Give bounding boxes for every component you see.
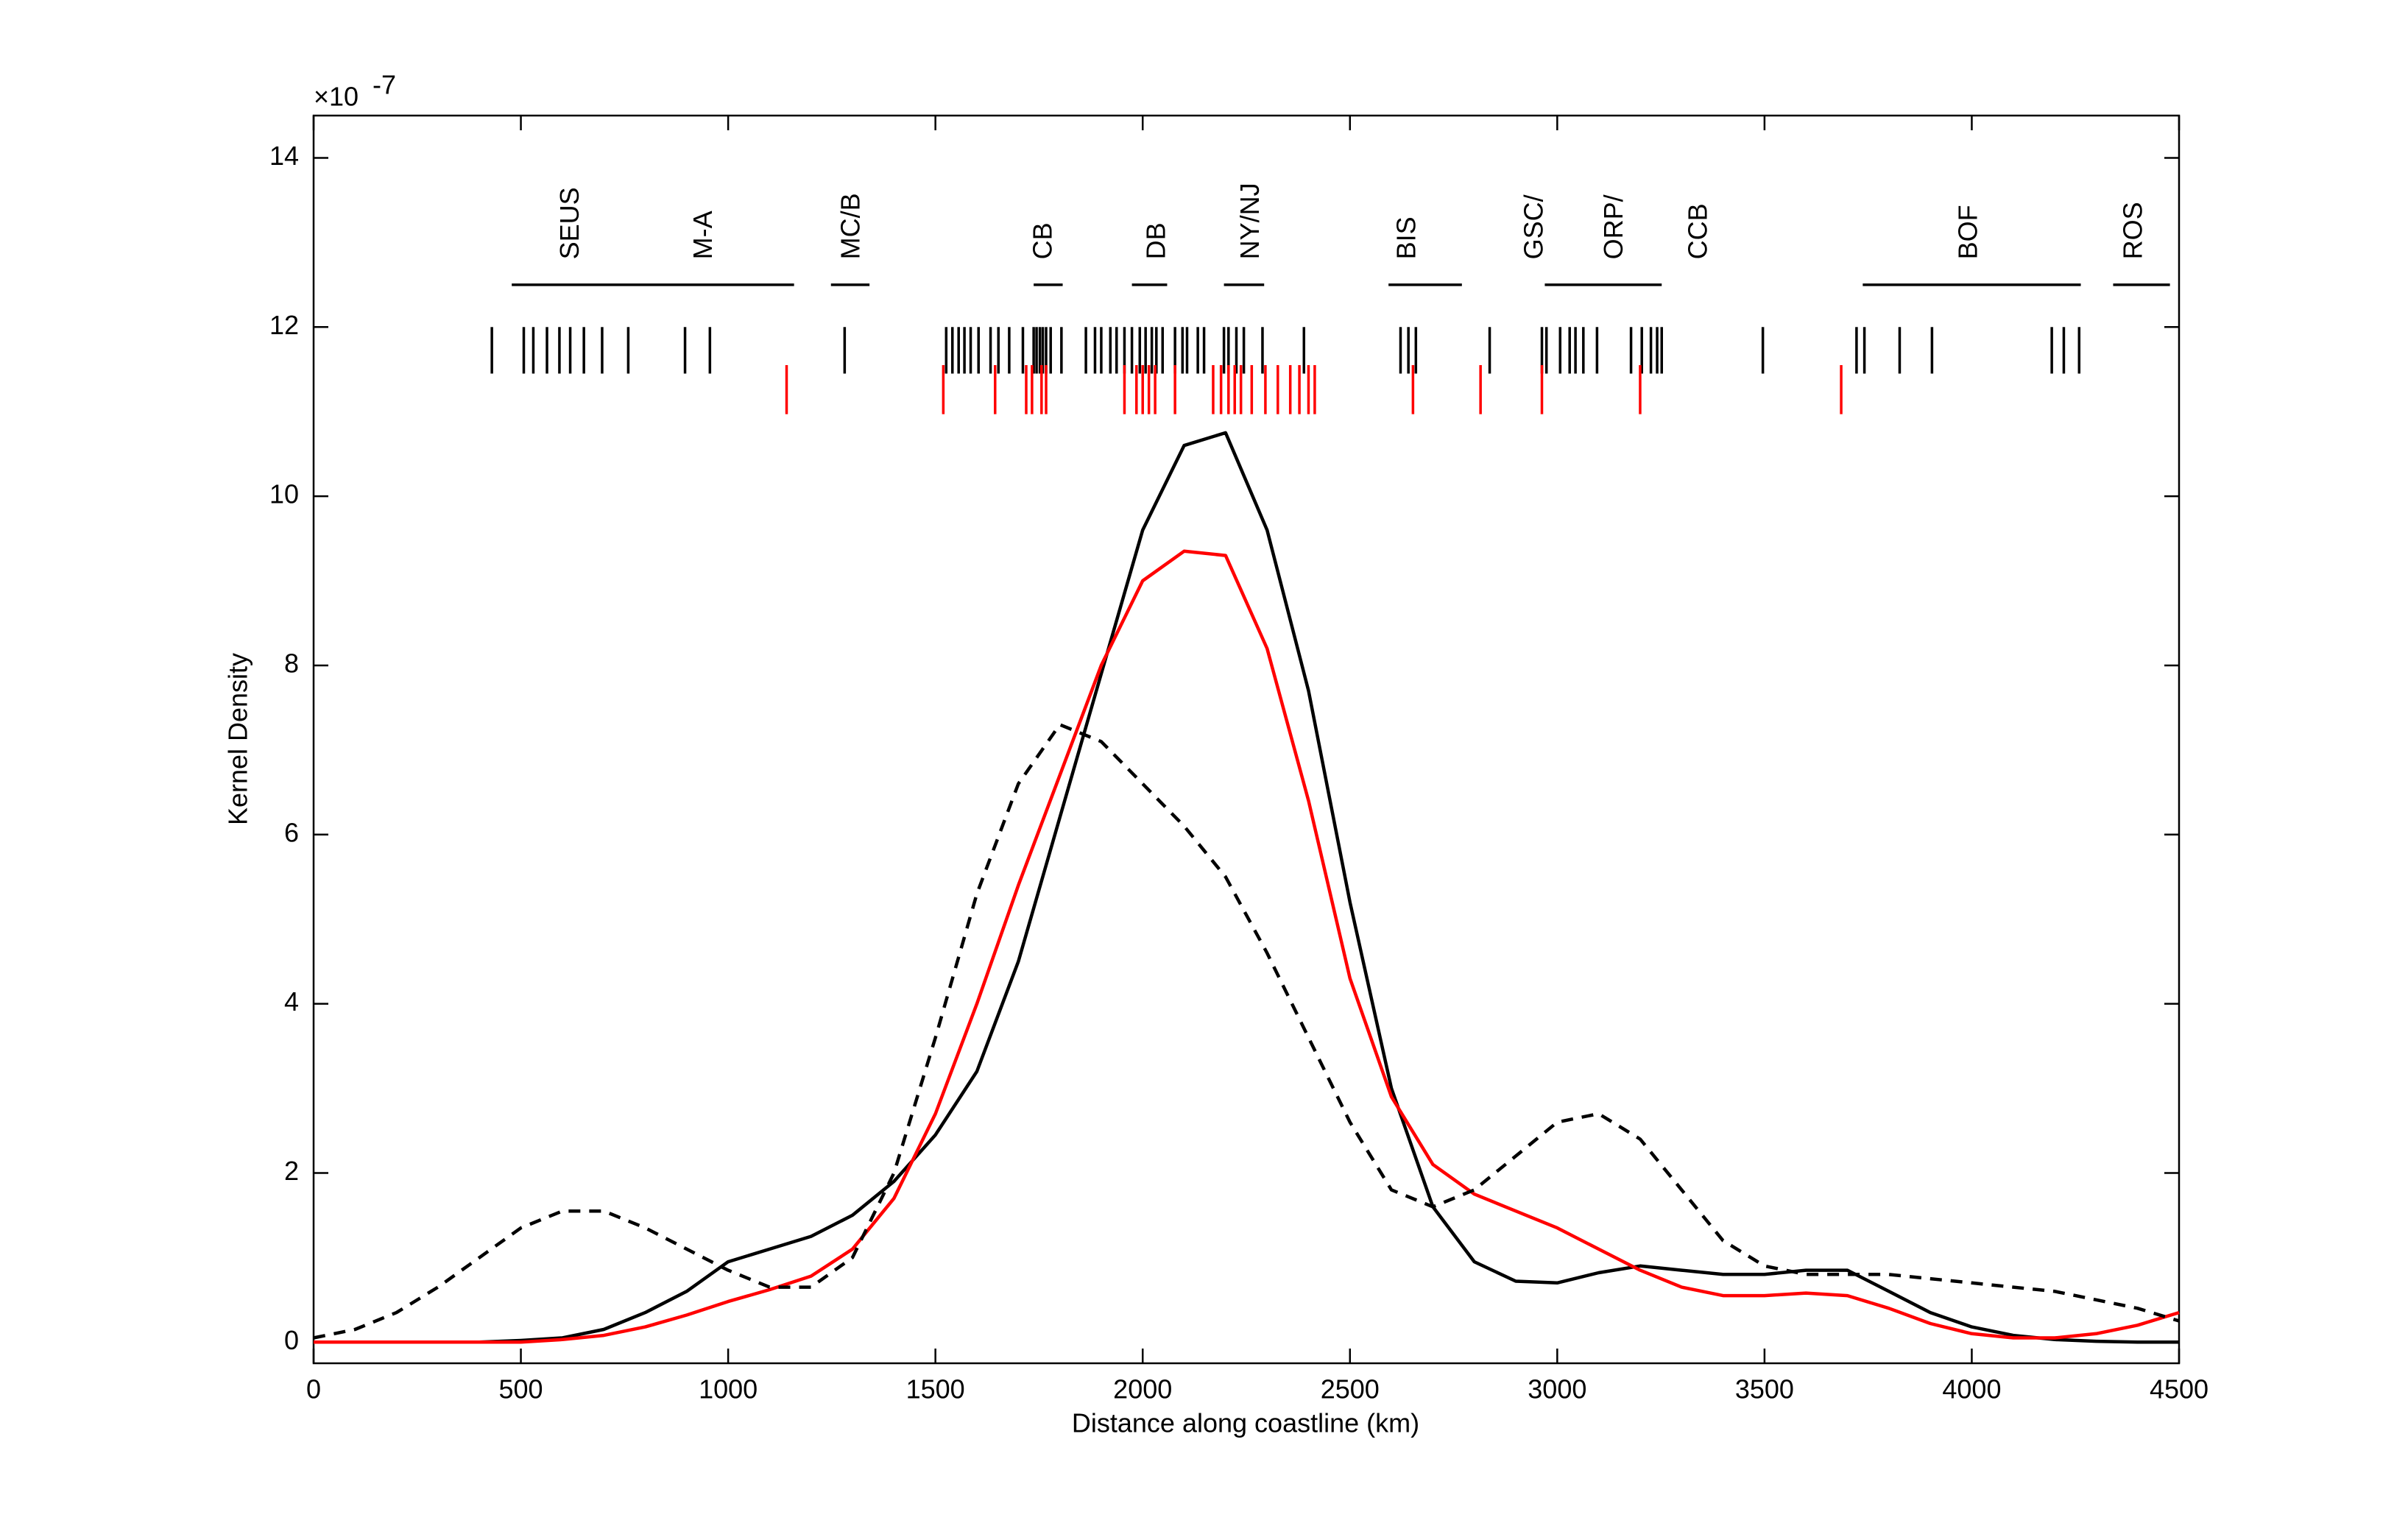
y-tick-label: 2 <box>284 1156 299 1186</box>
region-label: NY/NJ <box>1235 183 1265 259</box>
region-label: BIS <box>1391 216 1422 259</box>
x-tick-label: 1000 <box>699 1374 758 1404</box>
y-tick-label: 12 <box>269 310 299 340</box>
region-label: ROS <box>2117 202 2147 259</box>
data-line <box>314 549 2180 1344</box>
y-tick-label: 0 <box>284 1325 299 1355</box>
x-axis-label: Distance along coastline (km) <box>1072 1408 1419 1438</box>
y-tick-label: 14 <box>269 141 299 171</box>
x-tick-label: 2500 <box>1321 1374 1380 1404</box>
x-tick-label: 1500 <box>906 1374 965 1404</box>
region-label: SEUS <box>554 187 585 259</box>
y-tick-label: 6 <box>284 817 299 847</box>
data-line <box>313 723 2180 1340</box>
y-tick-label: 8 <box>284 648 299 678</box>
region-label: CCB <box>1683 203 1713 259</box>
region-label: DB <box>1141 222 1171 259</box>
region-label: M-A <box>688 211 718 259</box>
y-exponent-power: -7 <box>373 70 396 100</box>
y-tick-label: 4 <box>284 986 299 1017</box>
x-tick-label: 2000 <box>1113 1374 1172 1404</box>
region-label: MC/B <box>836 193 866 259</box>
y-exponent-base: ×10 <box>314 82 359 112</box>
x-tick-label: 3500 <box>1735 1374 1794 1404</box>
plot-frame <box>312 114 2181 1365</box>
y-tick-label: 10 <box>269 479 299 509</box>
data-line <box>314 431 2179 1344</box>
region-label: GSC/ <box>1519 194 1549 259</box>
region-label: ORP/ <box>1598 194 1628 259</box>
region-label: CB <box>1027 222 1057 259</box>
x-tick-label: 4000 <box>1942 1374 2001 1404</box>
x-tick-label: 0 <box>306 1374 321 1404</box>
x-tick-label: 500 <box>499 1374 543 1404</box>
region-label: BOF <box>1953 205 1983 259</box>
x-tick-label: 4500 <box>2150 1374 2208 1404</box>
x-tick-label: 3000 <box>1528 1374 1586 1404</box>
y-axis-label: Kernel Density <box>223 653 253 825</box>
